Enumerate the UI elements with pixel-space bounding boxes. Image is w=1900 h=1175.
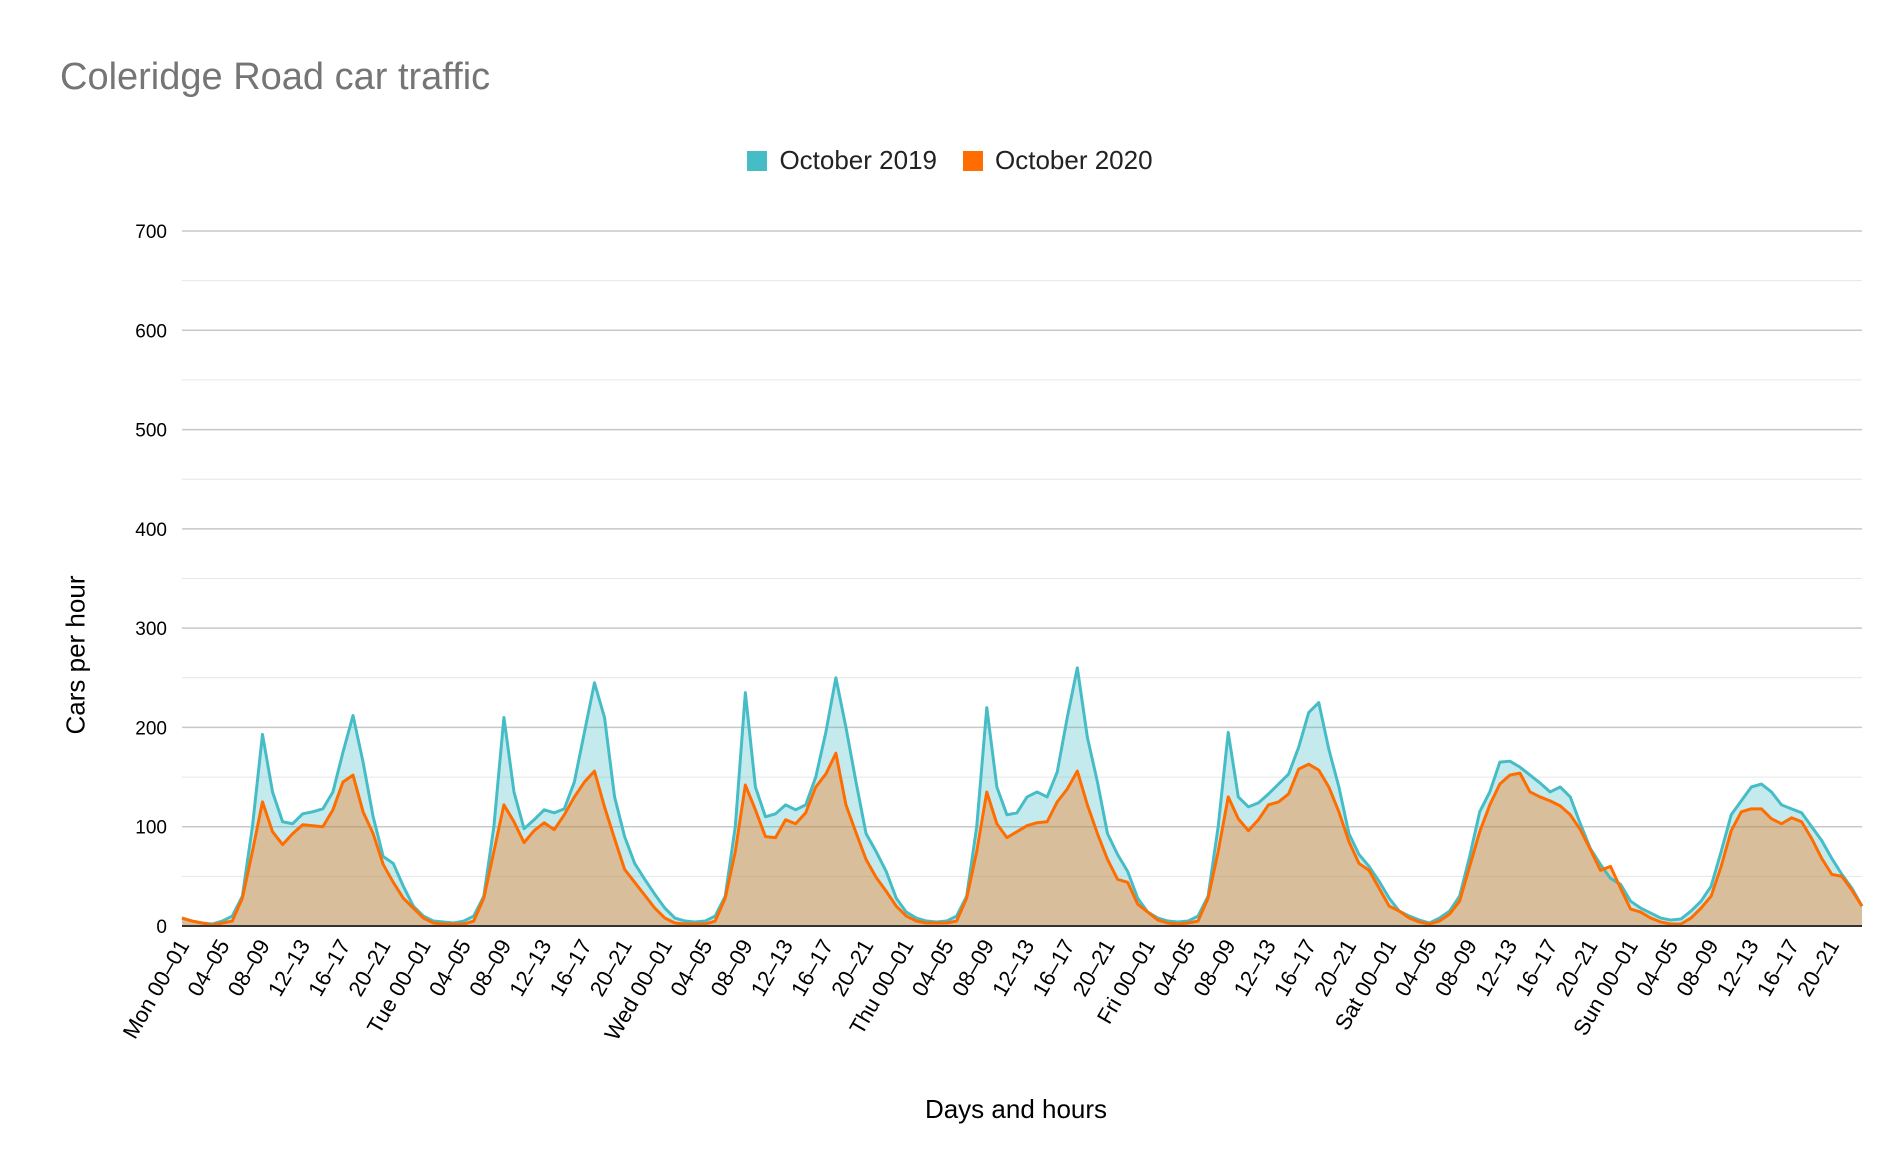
series-line-2019 <box>181 666 1864 926</box>
y-tick-label: 500 <box>135 421 167 442</box>
x-axis-title: Days and hours <box>924 1094 1108 1124</box>
y-axis-title: Cars per hour <box>60 575 91 735</box>
legend-swatch-2019 <box>747 150 768 171</box>
legend-label-2019: October 2019 <box>779 145 937 175</box>
y-tick-label: 400 <box>135 520 167 541</box>
chart-title: Coleridge Road car traffic <box>60 56 491 98</box>
y-tick-label: 100 <box>135 818 167 839</box>
area-fill-2020 <box>182 753 1862 926</box>
legend-label-2020: October 2020 <box>995 145 1153 175</box>
y-tick-label: 300 <box>135 619 167 640</box>
legend-item-2019[interactable]: October 2019 <box>747 145 937 176</box>
y-tick-label: 600 <box>135 321 167 342</box>
y-tick-label: 200 <box>135 718 167 739</box>
series-line-2020 <box>181 751 1864 927</box>
area-fill-2019 <box>182 667 1862 926</box>
x-tick-label: 20–21 <box>1792 935 1844 1000</box>
legend-item-2020[interactable]: October 2020 <box>963 145 1153 176</box>
legend-swatch-2020 <box>963 150 983 171</box>
legend: October 2019 October 2020 <box>0 145 1900 176</box>
y-tick-label: 700 <box>135 222 167 243</box>
y-tick-label: 0 <box>156 917 167 938</box>
